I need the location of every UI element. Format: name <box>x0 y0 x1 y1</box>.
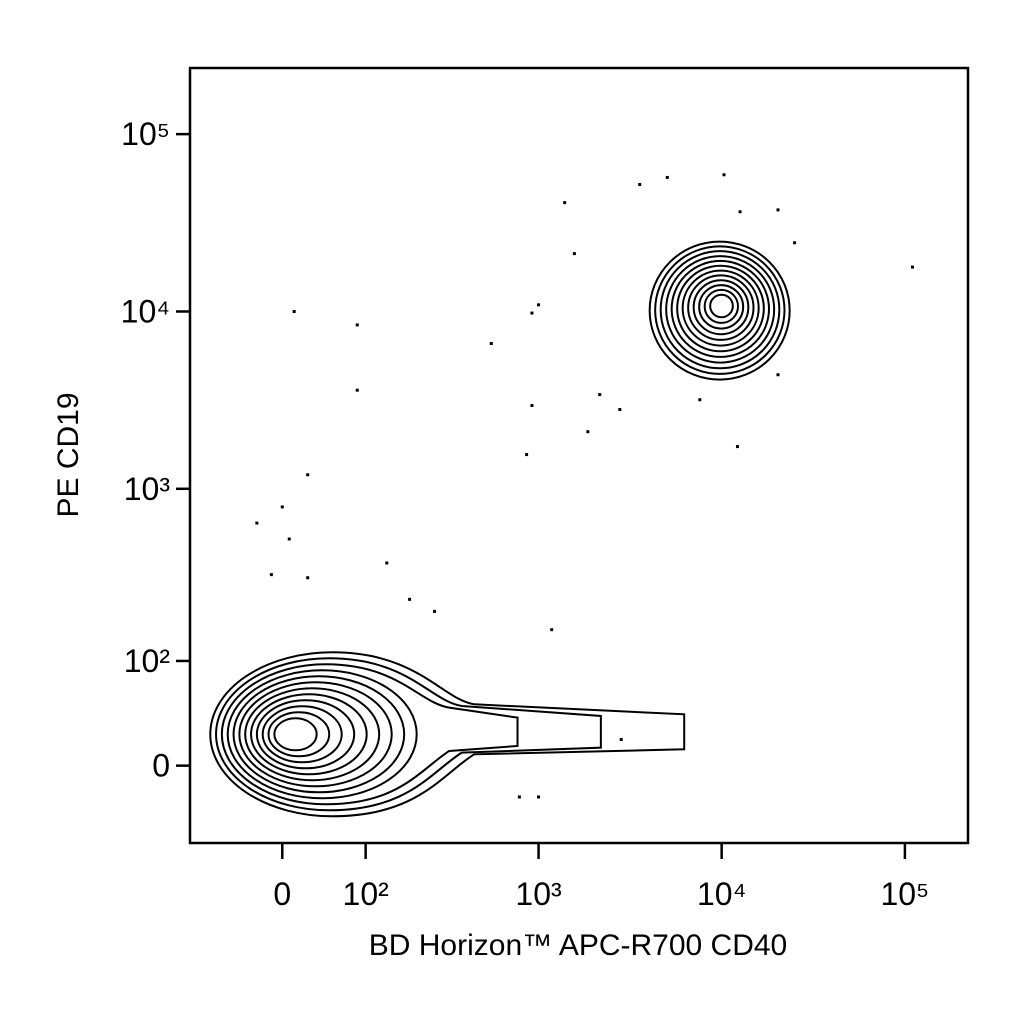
x-tick-label: 0 <box>273 876 291 912</box>
data-point <box>280 505 284 509</box>
contour-line <box>687 274 755 342</box>
x-tick-label: 10³ <box>515 876 562 912</box>
contour-line <box>676 264 765 353</box>
plot-frame <box>188 66 970 845</box>
data-point <box>530 404 534 408</box>
data-point <box>665 175 669 179</box>
data-point <box>525 453 529 457</box>
x-axis-title: BD Horizon™ APC-R700 CD40 <box>369 929 788 962</box>
data-point <box>776 208 780 212</box>
data-point <box>306 576 310 580</box>
data-point <box>489 341 493 345</box>
data-point <box>638 183 642 187</box>
contour-line <box>670 259 770 358</box>
contour-line <box>698 284 745 330</box>
data-point <box>537 795 541 799</box>
data-point <box>598 393 602 397</box>
data-point <box>550 628 554 632</box>
data-point <box>586 430 590 434</box>
data-point <box>355 323 359 327</box>
contour-line <box>261 705 343 764</box>
data-point <box>408 597 412 601</box>
contour-line <box>665 255 776 364</box>
data-point <box>738 210 742 214</box>
data-point <box>433 609 437 613</box>
data-point <box>735 445 739 449</box>
x-tick-label: 10⁴ <box>697 876 746 912</box>
y-axis-title: PE CD19 <box>52 392 85 517</box>
population-center <box>273 717 318 752</box>
y-tick-label: 10⁵ <box>121 116 170 152</box>
y-tick-label: 0 <box>152 748 170 784</box>
contour-line <box>654 245 786 375</box>
x-tick-label: 10² <box>343 876 390 912</box>
contour-line <box>244 687 381 782</box>
y-tick-label: 10³ <box>124 471 171 507</box>
contour-line <box>226 669 418 800</box>
data-point <box>698 398 702 402</box>
data-point <box>572 252 576 256</box>
contour-line <box>220 663 519 806</box>
data-point <box>563 201 567 205</box>
data-point <box>793 241 797 245</box>
data-point <box>385 561 389 565</box>
data-point <box>722 173 726 177</box>
contour-line <box>209 651 686 818</box>
data-point <box>910 265 914 269</box>
contour-line <box>703 288 739 324</box>
data-point <box>355 388 359 392</box>
contour-line <box>681 269 760 347</box>
y-tick-label: 10² <box>124 643 171 679</box>
data-point <box>537 303 541 307</box>
data-point <box>530 311 534 315</box>
data-point <box>269 573 273 577</box>
data-point <box>517 795 521 799</box>
data-point <box>776 373 780 377</box>
data-point <box>618 408 622 412</box>
data-point <box>255 521 259 525</box>
contour-line <box>238 681 393 788</box>
y-tick-label: 10⁴ <box>121 293 170 329</box>
data-point <box>306 473 310 477</box>
population-center <box>709 293 734 319</box>
contour-line <box>255 699 356 770</box>
contour-line <box>267 711 331 758</box>
contour-line <box>232 675 406 794</box>
data-point <box>619 738 623 742</box>
contour-line <box>648 240 791 381</box>
contour-line <box>659 250 781 370</box>
data-point <box>292 309 296 313</box>
contour-line <box>692 279 750 336</box>
x-tick-label: 10⁵ <box>880 876 929 912</box>
contour-line <box>215 657 602 812</box>
data-point <box>287 537 291 541</box>
contour-line <box>250 693 368 776</box>
